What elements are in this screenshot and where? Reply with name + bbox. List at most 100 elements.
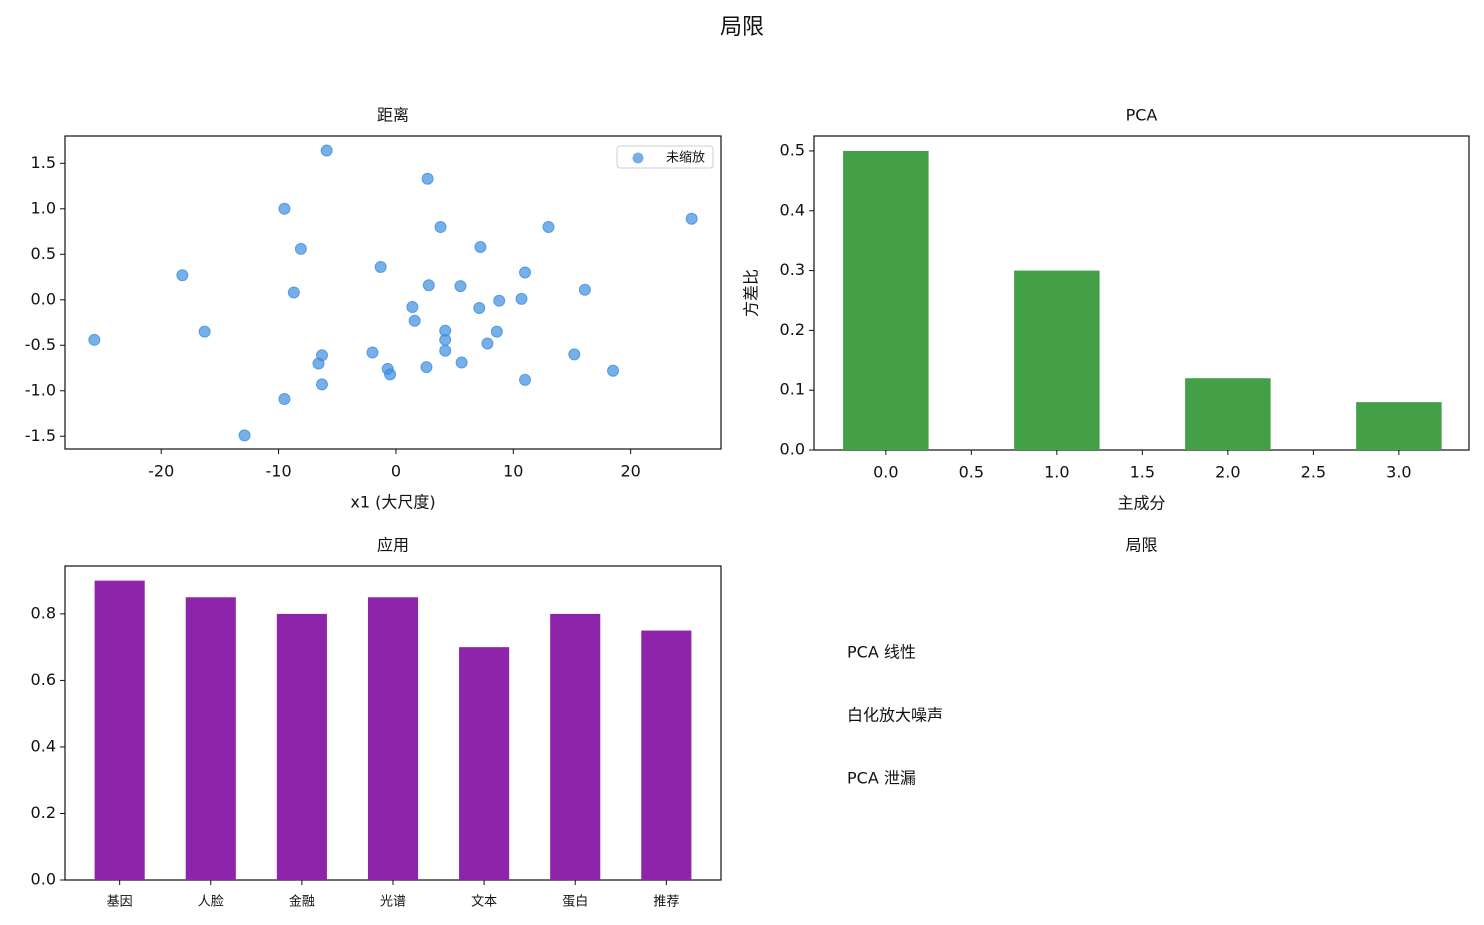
x-tick-label: -10 [266, 462, 292, 481]
scatter-point [278, 202, 291, 215]
x-tick-label: 推荐 [653, 895, 679, 910]
bar [843, 150, 929, 450]
plot-frame [813, 135, 1470, 451]
chart-title: 距离 [377, 106, 409, 125]
scatter-point [88, 333, 101, 346]
bar [185, 597, 236, 880]
chart-title: 局限 [1125, 536, 1157, 555]
scatter-point [434, 220, 447, 233]
scatter-point [439, 333, 452, 346]
scatter-point [287, 286, 300, 299]
scatter-point [474, 241, 487, 254]
x-tick-label: 2.0 [1215, 463, 1240, 482]
plot-frame [64, 135, 722, 450]
y-tick-label: 0.4 [780, 200, 805, 219]
scatter-point [238, 429, 251, 442]
scatter-point [366, 346, 379, 359]
y-tick-label: 0.6 [31, 670, 56, 689]
scatter-point [519, 373, 532, 386]
x-tick-label: -20 [148, 462, 174, 481]
scatter-point [384, 368, 397, 381]
scatter-point [481, 337, 494, 350]
scatter-point [455, 356, 468, 369]
scatter-point [422, 279, 435, 292]
legend-marker [632, 152, 644, 164]
x-tick-label: 20 [620, 462, 640, 481]
bar [1185, 378, 1271, 450]
scatter-point [473, 301, 486, 314]
note-text: PCA 泄漏 [847, 769, 916, 788]
scatter-point [408, 314, 421, 327]
x-tick-label: 0.5 [959, 463, 984, 482]
scatter-point [578, 283, 591, 296]
scatter-point [568, 348, 581, 361]
scatter-point [493, 294, 506, 307]
y-tick-label: -0.5 [25, 335, 56, 354]
y-tick-label: 0.5 [31, 244, 56, 263]
y-tick-label: 0.4 [31, 736, 56, 755]
scatter-point [312, 357, 325, 370]
bar [367, 597, 419, 880]
bar [276, 613, 327, 880]
scatter-point [406, 301, 419, 314]
x-tick-label: 1.0 [1044, 463, 1069, 482]
scatter-point [421, 172, 434, 185]
y-tick-label: 0.0 [31, 289, 56, 308]
bar [550, 613, 601, 880]
bar [459, 647, 510, 880]
x-tick-label: 文本 [471, 895, 497, 910]
y-tick-label: -1.5 [25, 426, 56, 445]
note-text: 白化放大噪声 [847, 706, 943, 725]
y-tick-label: 0.2 [31, 803, 56, 822]
y-tick-label: 0.1 [780, 380, 805, 399]
bar [94, 580, 145, 880]
scatter-point [374, 261, 387, 274]
scatter-point [454, 280, 467, 293]
x-tick-label: 基因 [107, 895, 133, 910]
x-axis-label: x1 (大尺度) [350, 493, 435, 512]
x-tick-label: 蛋白 [562, 894, 588, 910]
figure-title: 局限 [720, 15, 764, 40]
bar [641, 630, 692, 880]
scatter-point [519, 266, 532, 279]
x-tick-label: 0.0 [873, 463, 898, 482]
y-tick-label: 0.0 [31, 870, 56, 889]
scatter-point [607, 364, 620, 377]
y-tick-label: 0.3 [780, 260, 805, 279]
x-tick-label: 人脸 [198, 895, 224, 910]
x-axis-label: 主成分 [1117, 494, 1165, 513]
y-tick-label: -1.0 [25, 380, 56, 399]
bar [1356, 402, 1442, 450]
scatter-point [420, 361, 433, 374]
x-tick-label: 1.5 [1130, 463, 1155, 482]
legend-label: 未缩放 [666, 150, 705, 166]
x-tick-label: 金融 [289, 894, 315, 910]
x-tick-label: 2.5 [1301, 463, 1326, 482]
scatter-point [439, 344, 452, 357]
y-tick-label: 0.8 [31, 603, 56, 622]
x-tick-label: 10 [503, 462, 523, 481]
y-tick-label: 1.5 [31, 153, 56, 172]
y-tick-label: 0.5 [780, 140, 805, 159]
bar [1014, 270, 1100, 450]
x-tick-label: 0 [391, 462, 401, 481]
x-tick-label: 3.0 [1386, 463, 1411, 482]
scatter-point [294, 242, 307, 255]
scatter-point [542, 220, 555, 233]
y-tick-label: 0.2 [780, 320, 805, 339]
scatter-point [278, 392, 291, 405]
x-tick-label: 光谱 [380, 895, 406, 910]
scatter-point [316, 378, 329, 391]
chart-title: 应用 [377, 536, 409, 555]
scatter-point [515, 292, 528, 305]
scatter-point [685, 212, 698, 225]
chart-title: PCA [1126, 106, 1158, 125]
y-tick-label: 1.0 [31, 198, 56, 217]
note-text: PCA 线性 [847, 643, 916, 662]
scatter-point [176, 269, 189, 282]
scatter-point [490, 325, 503, 338]
scatter-point [320, 144, 333, 157]
y-tick-label: 0.0 [780, 440, 805, 459]
scatter-point [198, 325, 211, 338]
